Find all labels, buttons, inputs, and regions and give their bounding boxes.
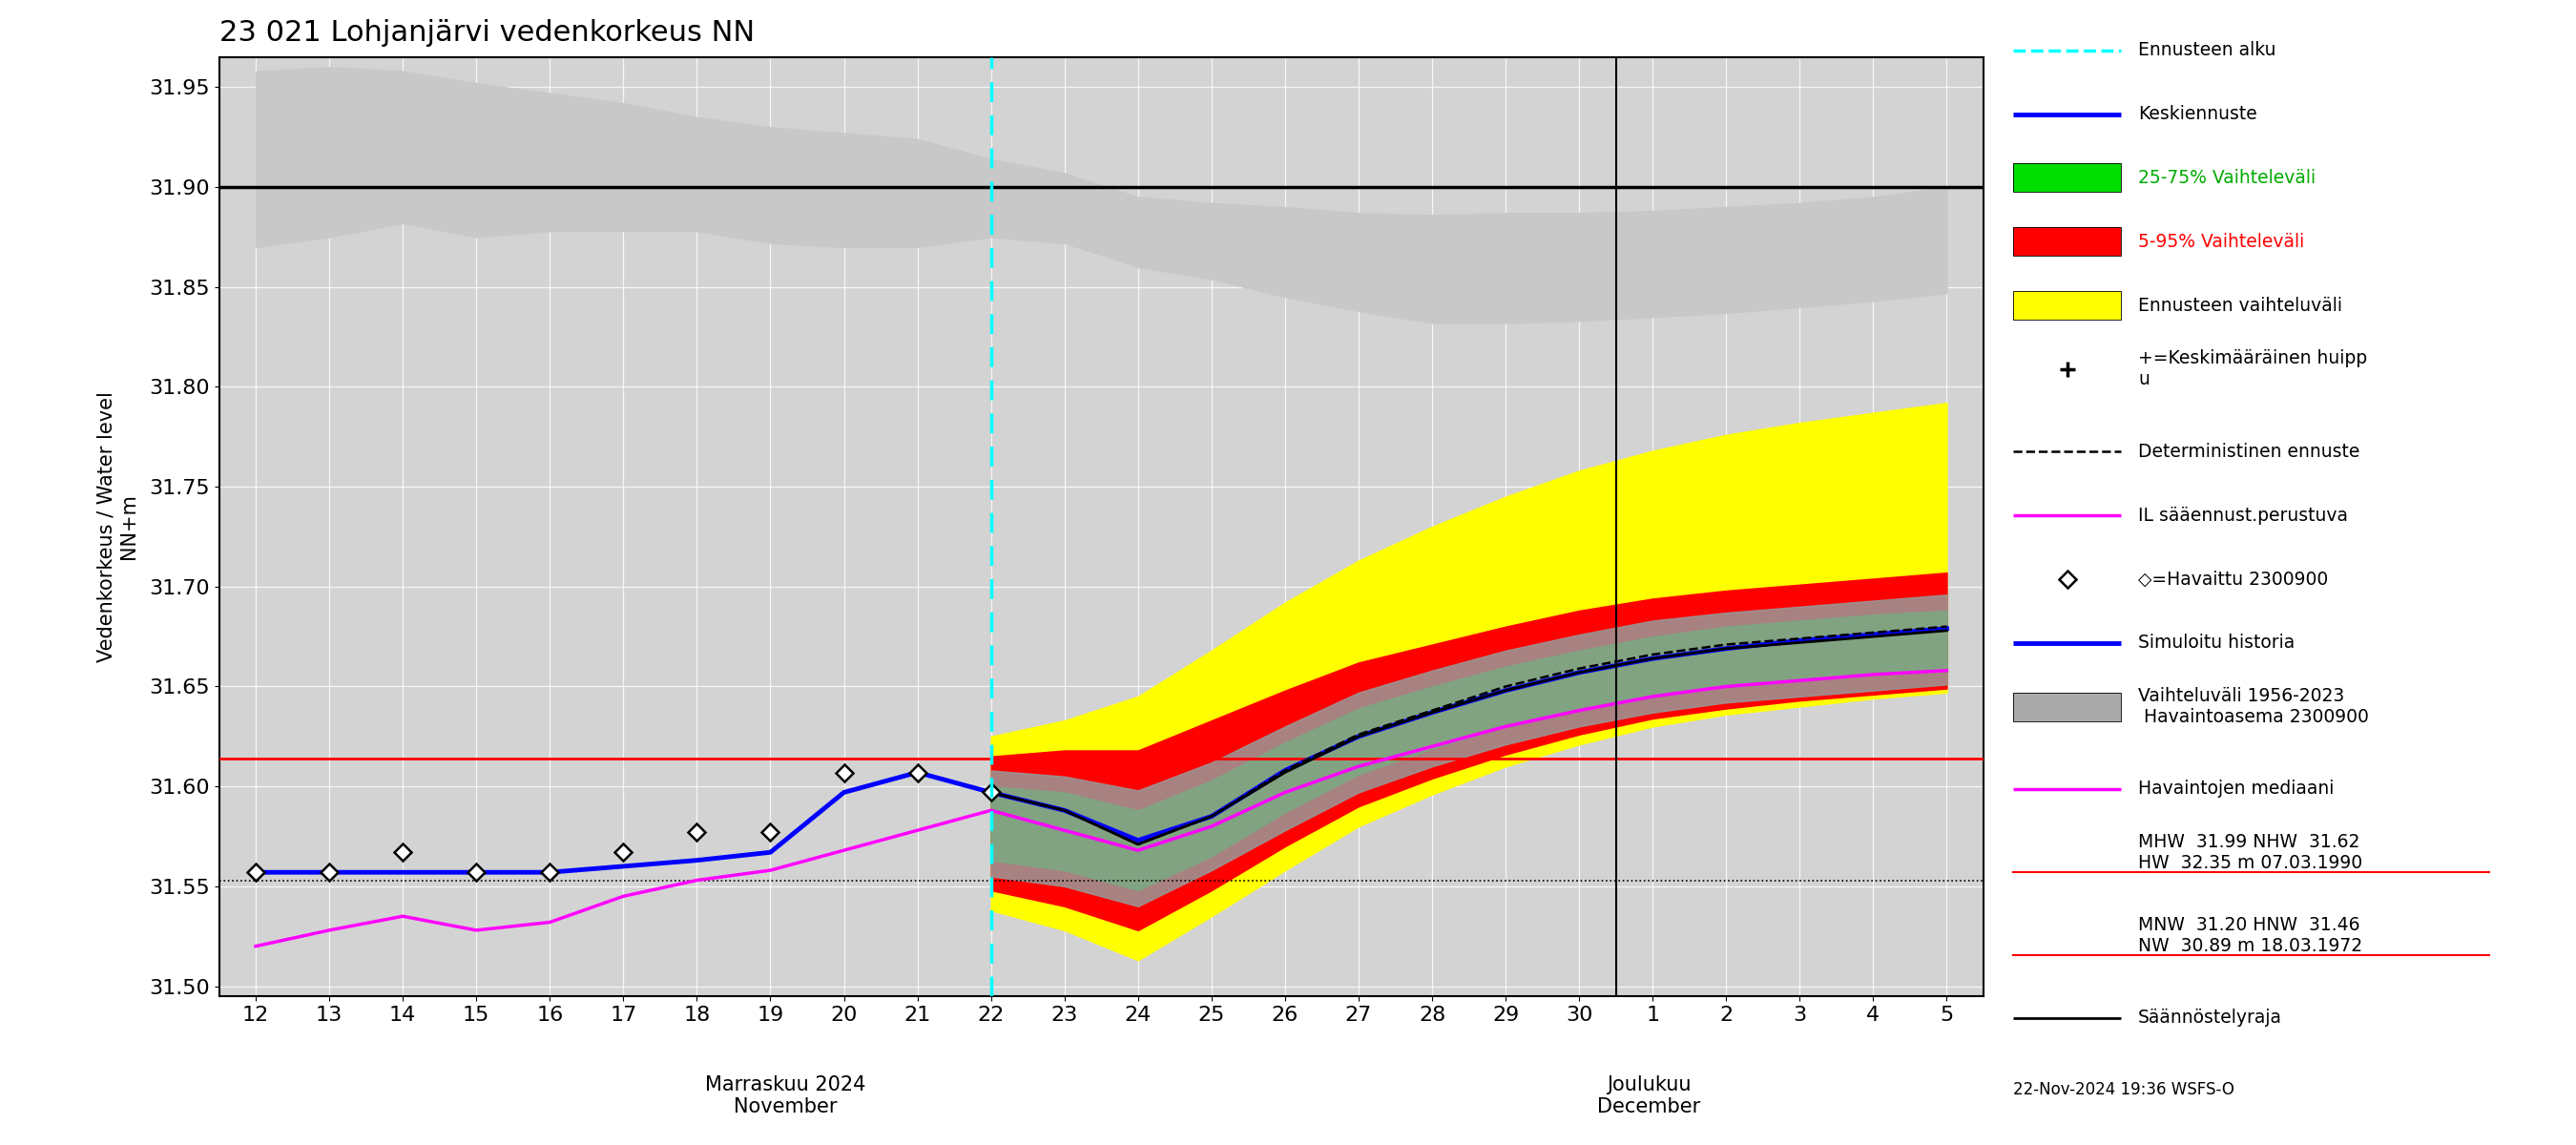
Bar xyxy=(2014,291,2120,319)
Bar xyxy=(2014,228,2120,256)
Text: ◇=Havaittu 2300900: ◇=Havaittu 2300900 xyxy=(2138,570,2329,589)
Text: Keskiennuste: Keskiennuste xyxy=(2138,105,2257,124)
Text: IL sääennust.perustuva: IL sääennust.perustuva xyxy=(2138,506,2347,524)
Bar xyxy=(2014,164,2120,192)
Text: 25-75% Vaihteleväli: 25-75% Vaihteleväli xyxy=(2138,168,2316,187)
Text: +=Keskimääräinen huipp
u: +=Keskimääräinen huipp u xyxy=(2138,349,2367,388)
Text: Simuloitu historia: Simuloitu historia xyxy=(2138,634,2295,652)
Text: 5-95% Vaihteleväli: 5-95% Vaihteleväli xyxy=(2138,232,2306,251)
Text: Joulukuu
December: Joulukuu December xyxy=(1597,1075,1700,1116)
Text: 23 021 Lohjanjärvi vedenkorkeus NN: 23 021 Lohjanjärvi vedenkorkeus NN xyxy=(219,19,755,47)
Text: Deterministinen ennuste: Deterministinen ennuste xyxy=(2138,442,2360,460)
Text: 22-Nov-2024 19:36 WSFS-O: 22-Nov-2024 19:36 WSFS-O xyxy=(2014,1081,2233,1098)
Text: MHW  31.99 NHW  31.62
HW  32.35 m 07.03.1990: MHW 31.99 NHW 31.62 HW 32.35 m 07.03.199… xyxy=(2138,834,2362,872)
Bar xyxy=(2014,164,2120,192)
Y-axis label: Vedenkorkeus / Water level
NN+m: Vedenkorkeus / Water level NN+m xyxy=(98,392,139,662)
Text: MNW  31.20 HNW  31.46
NW  30.89 m 18.03.1972: MNW 31.20 HNW 31.46 NW 30.89 m 18.03.197… xyxy=(2138,916,2362,955)
Text: Säännöstelyraja: Säännöstelyraja xyxy=(2138,1009,2282,1027)
Text: Ennusteen alku: Ennusteen alku xyxy=(2138,41,2277,60)
Text: Marraskuu 2024
November: Marraskuu 2024 November xyxy=(706,1075,866,1116)
Bar xyxy=(2014,693,2120,721)
Bar xyxy=(2014,693,2120,721)
Bar xyxy=(2014,228,2120,256)
Bar xyxy=(2014,291,2120,319)
Text: Vaihteluväli 1956-2023
 Havaintoasema 2300900: Vaihteluväli 1956-2023 Havaintoasema 230… xyxy=(2138,687,2370,726)
Text: Ennusteen vaihteluväli: Ennusteen vaihteluväli xyxy=(2138,297,2342,315)
Text: Havaintojen mediaani: Havaintojen mediaani xyxy=(2138,780,2334,798)
